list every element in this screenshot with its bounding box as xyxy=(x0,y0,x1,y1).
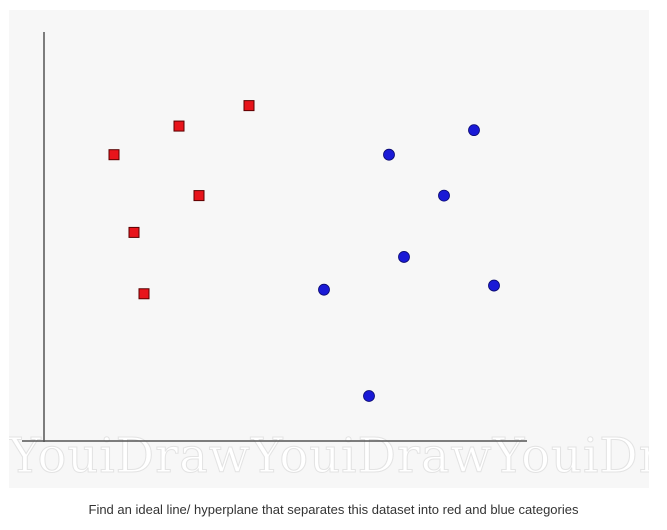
data-points xyxy=(108,100,500,402)
blue-circle-point xyxy=(383,148,395,161)
chart-figure: YouiDrawYouiDrawYouiDra xyxy=(9,10,649,488)
figure-caption: Find an ideal line/ hyperplane that sepa… xyxy=(88,502,579,517)
red-square-point xyxy=(243,100,255,112)
red-square-point xyxy=(173,120,185,132)
scatter-plot: YouiDrawYouiDrawYouiDra xyxy=(9,32,649,485)
red-square-point xyxy=(193,190,205,202)
red-square-point xyxy=(108,149,120,161)
blue-circle-point xyxy=(468,124,480,137)
red-square-point xyxy=(138,288,150,300)
blue-circle-point xyxy=(488,279,500,292)
blue-circle-point xyxy=(398,251,410,263)
blue-circle-point xyxy=(363,390,375,402)
blue-circle-point xyxy=(438,189,450,202)
blue-circle-point xyxy=(318,283,330,296)
red-square-point xyxy=(128,226,140,238)
watermark: YouiDrawYouiDrawYouiDra xyxy=(9,428,649,484)
